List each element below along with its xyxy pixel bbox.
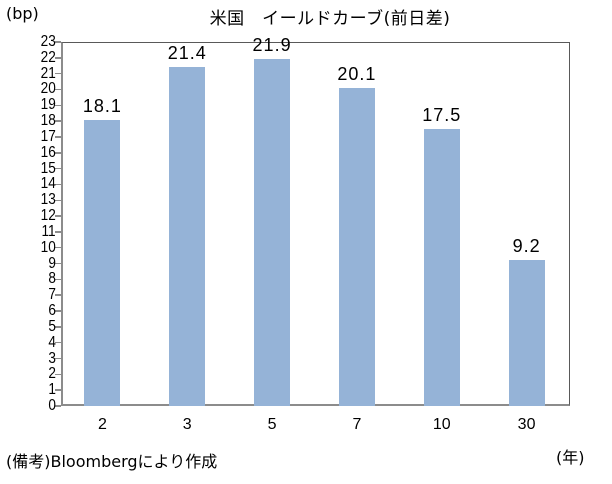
chart-title: 米国 イールドカーブ(前日差)	[0, 4, 612, 29]
y-tick-mark	[55, 326, 61, 328]
data-label: 9.2	[512, 236, 541, 257]
y-tick-mark	[55, 72, 61, 75]
y-tick-label: 10	[40, 238, 56, 256]
y-tick-label: 22	[40, 48, 56, 66]
y-tick-mark	[55, 167, 61, 170]
data-label: 18.1	[82, 95, 122, 116]
y-tick-mark	[55, 373, 61, 376]
x-tick-label: 3	[182, 416, 192, 433]
y-tick-label: 16	[40, 143, 56, 161]
y-tick-mark	[55, 278, 61, 281]
y-tick-label: 4	[48, 333, 56, 351]
x-tick-label: 10	[432, 416, 451, 433]
y-tick-mark	[55, 41, 61, 43]
x-tick-label: 30	[517, 416, 536, 433]
y-tick-label: 12	[40, 207, 56, 225]
y-tick-label: 1	[48, 381, 56, 399]
y-tick-mark	[55, 294, 61, 296]
bar-5y	[254, 59, 291, 406]
y-tick-label: 19	[40, 96, 56, 114]
bar-30y	[508, 260, 545, 406]
y-tick-label: 2	[48, 365, 56, 383]
y-tick-mark	[55, 215, 61, 217]
y-tick-label: 7	[48, 286, 56, 304]
y-tick-mark	[55, 341, 61, 344]
y-tick-mark	[55, 88, 61, 91]
y-tick-label: 11	[41, 222, 56, 240]
data-label: 21.4	[167, 43, 207, 64]
x-tick-label: 7	[352, 416, 362, 433]
y-tick-label: 18	[40, 112, 56, 130]
source-note: (備考)Bloombergにより作成	[6, 452, 218, 471]
y-tick-mark	[55, 152, 61, 154]
y-tick-mark	[55, 357, 61, 360]
y-tick-mark	[55, 262, 61, 265]
y-tick-mark	[55, 246, 61, 249]
data-label: 17.5	[422, 105, 462, 126]
y-tick-mark	[55, 57, 61, 59]
y-tick-mark	[55, 120, 61, 122]
y-tick-label: 14	[40, 175, 56, 193]
y-tick-label: 17	[40, 127, 56, 145]
x-tick-label: 2	[97, 416, 107, 433]
y-tick-label: 5	[48, 317, 56, 335]
data-label: 20.1	[337, 63, 377, 84]
y-tick-mark	[55, 310, 61, 312]
bar-3y	[169, 67, 206, 406]
x-tick-label: 5	[267, 416, 277, 433]
y-tick-label: 23	[40, 33, 56, 50]
y-tick-mark	[55, 183, 61, 186]
chart-title-text: 米国 イールドカーブ(前日差)	[209, 9, 451, 29]
y-tick-label: 8	[48, 270, 56, 288]
y-tick-mark	[55, 136, 61, 138]
y-tick-label: 15	[40, 159, 56, 177]
bar-10y	[423, 129, 460, 406]
y-tick-label: 20	[40, 80, 56, 98]
y-tick-mark	[55, 405, 61, 407]
y-tick-label: 0	[48, 397, 56, 414]
y-tick-label: 9	[48, 254, 56, 272]
y-tick-label: 6	[48, 302, 56, 320]
y-tick-label: 21	[40, 64, 56, 82]
y-tick-label: 13	[40, 191, 56, 209]
y-tick-mark	[55, 104, 61, 107]
data-label: 21.9	[252, 35, 292, 56]
bar-2y	[84, 119, 121, 406]
y-tick-mark	[55, 199, 61, 201]
y-axis-unit: (bp)	[6, 4, 39, 23]
plot-area	[61, 42, 570, 406]
y-tick-label: 3	[48, 349, 56, 367]
bar-7y	[338, 87, 375, 406]
x-axis-unit: (年)	[556, 448, 585, 467]
y-tick-mark	[55, 389, 61, 391]
y-tick-mark	[55, 231, 61, 233]
